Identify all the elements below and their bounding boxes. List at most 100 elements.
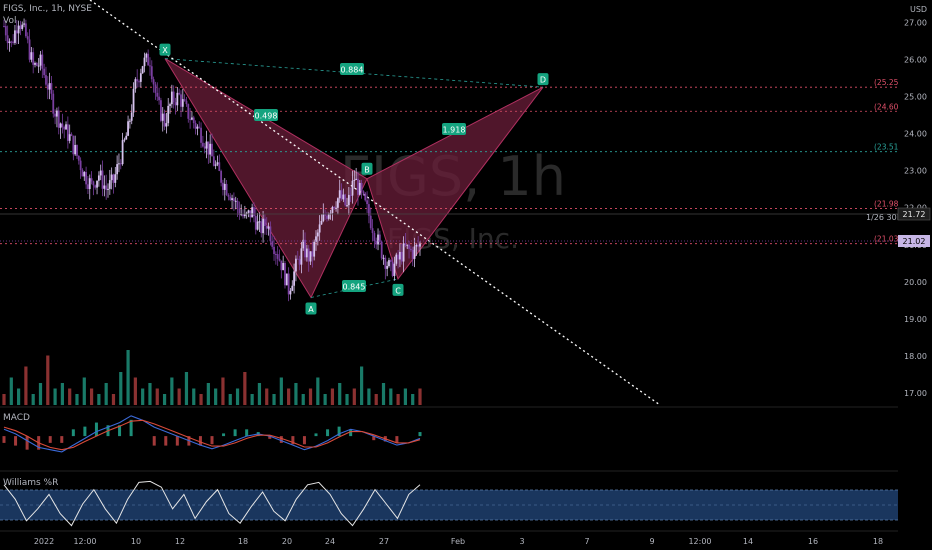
trendline[interactable] — [89, 0, 661, 406]
candle-body — [54, 113, 56, 117]
volume-bar — [177, 388, 181, 405]
candle-body — [389, 260, 392, 263]
candle-body — [74, 145, 77, 155]
volume-bar — [272, 394, 276, 405]
candle-body — [76, 145, 78, 156]
volume-bar — [46, 355, 50, 405]
candle-body — [417, 244, 420, 247]
candle-body — [320, 220, 323, 225]
macd-histogram-bar — [233, 429, 237, 437]
candle-body — [324, 214, 327, 216]
volume-bar — [148, 383, 152, 405]
candle-body — [158, 96, 160, 101]
candle-body — [183, 99, 186, 101]
candle-body — [105, 185, 108, 190]
volume-bar — [374, 394, 378, 405]
price-tick-label: 26.00 — [904, 55, 927, 64]
volume-bar — [24, 366, 28, 405]
candle-body — [409, 248, 412, 251]
pattern-point-x: X — [162, 46, 168, 55]
candle-body — [311, 251, 314, 257]
candle-body — [211, 143, 213, 157]
candle-body — [384, 257, 387, 269]
volume-label: Vol — [3, 16, 16, 26]
candle-body — [304, 239, 306, 258]
macd-histogram-bar — [395, 436, 399, 443]
candle-body — [271, 241, 274, 247]
candle-body — [265, 225, 268, 229]
ratio-xd-label-bg — [340, 63, 364, 75]
time-tick-label: 7 — [584, 537, 589, 546]
candle-body — [247, 210, 250, 213]
volume-bar — [257, 383, 262, 405]
candle-body — [92, 181, 95, 186]
willr-label: Williams %R — [3, 478, 58, 488]
candle-body — [35, 63, 38, 66]
time-axis[interactable]: 2022 12:00 10 12 18 20 24 27 Feb 3 7 9 12:00 14 16 18 — [34, 537, 883, 546]
candle-body — [180, 94, 182, 107]
candle-body — [368, 204, 370, 216]
volume-bar — [192, 388, 196, 405]
price-axis-bg[interactable] — [898, 0, 932, 550]
volume-bar — [250, 394, 254, 405]
pattern-point-a-bg — [305, 302, 317, 315]
macd-histogram-bar — [118, 425, 122, 437]
candle-body — [17, 25, 20, 34]
candle-body — [85, 172, 88, 185]
candle-body — [154, 84, 157, 93]
candle-body — [196, 126, 199, 129]
candle-body — [10, 41, 13, 43]
willr-line — [3, 480, 421, 527]
candle-body — [160, 100, 162, 121]
volume-bar — [184, 372, 189, 405]
candle-body — [280, 260, 283, 271]
volume-bar — [367, 388, 371, 405]
candle-body — [351, 180, 354, 196]
candle-body — [411, 250, 414, 259]
candle-body — [391, 262, 394, 276]
pattern-point-d-bg — [537, 73, 549, 86]
candle-body — [397, 254, 400, 260]
volume-bar — [170, 377, 174, 405]
crosshair-time-label: 1/26 30M — [866, 213, 904, 222]
volume-bar — [141, 388, 145, 405]
candle-body — [296, 258, 299, 260]
candle-body — [79, 160, 82, 171]
candle-body — [192, 117, 195, 124]
candle-body — [189, 118, 192, 120]
macd-histogram-bar — [129, 419, 133, 437]
candle-body — [406, 244, 409, 246]
volume-bar — [119, 372, 123, 405]
price-tick-label: 20.00 — [904, 278, 927, 287]
pattern-point-x-bg — [159, 43, 171, 56]
candle-body — [161, 113, 164, 121]
candle-body — [402, 243, 405, 262]
candle-body — [59, 123, 62, 128]
macd-histogram-bar — [2, 436, 6, 443]
pattern-point-b-bg — [361, 162, 373, 175]
candle-body — [399, 251, 401, 260]
volume-bar — [418, 388, 422, 405]
candle-body — [216, 162, 219, 165]
candle-body — [342, 194, 345, 200]
candle-body — [298, 259, 301, 265]
candle-body — [56, 110, 58, 117]
volume-bar — [360, 366, 364, 405]
candle-body — [201, 142, 204, 147]
candle-body — [178, 92, 181, 95]
time-tick-label: 16 — [808, 537, 818, 546]
macd-label: MACD — [3, 413, 30, 423]
volume-bar — [60, 383, 64, 405]
candle-body — [353, 179, 356, 181]
price-level-label: (21.03) — [874, 235, 901, 244]
volume-bar — [133, 377, 137, 405]
candle-body — [65, 124, 67, 130]
candle-body — [307, 248, 310, 262]
symbol-header: FIGS, Inc., 1h, NYSE — [3, 4, 92, 14]
price-level-label: (21.98) — [874, 199, 901, 208]
candle-body — [125, 135, 128, 140]
candle-body — [282, 262, 285, 271]
time-tick-label: 12 — [175, 537, 185, 546]
volume-bar — [214, 388, 218, 405]
